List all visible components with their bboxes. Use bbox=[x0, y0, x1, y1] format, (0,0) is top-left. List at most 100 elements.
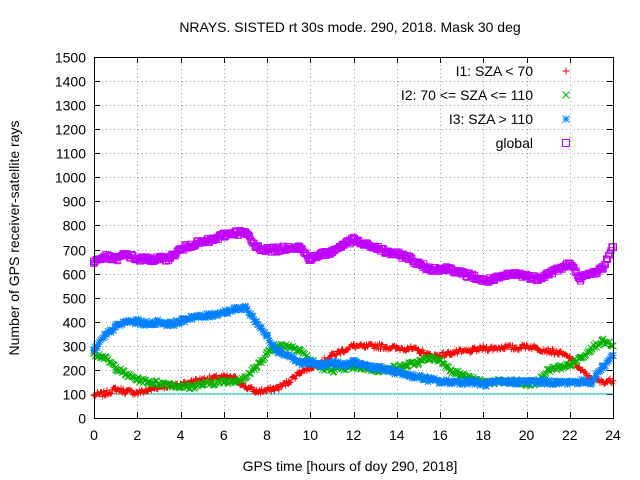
legend: I1: SZA < 70 I2: 70 <= SZA <= 110 I3: SZA … bbox=[401, 63, 570, 151]
series-1-point bbox=[122, 370, 131, 379]
y-tick-label: 1100 bbox=[56, 146, 86, 162]
legend-marker bbox=[562, 91, 570, 99]
series-2-point bbox=[403, 370, 412, 379]
series-1-point bbox=[176, 382, 185, 391]
series-3-point bbox=[598, 264, 607, 273]
series-1-point bbox=[219, 378, 228, 386]
series-0-point bbox=[523, 342, 530, 350]
plot-frame bbox=[94, 57, 614, 419]
series-1-point bbox=[457, 370, 466, 379]
series-1-sample bbox=[246, 370, 254, 378]
series-1-point bbox=[263, 349, 271, 357]
series-0-sample bbox=[138, 386, 145, 393]
series-0-sample bbox=[468, 348, 475, 355]
series-2-point bbox=[436, 378, 444, 386]
series-2-point bbox=[317, 361, 325, 369]
series-3-point bbox=[165, 253, 174, 262]
series-2-point bbox=[252, 317, 261, 326]
series-3-point bbox=[306, 255, 315, 264]
series-0-point bbox=[447, 349, 455, 357]
series-2-point bbox=[122, 317, 131, 326]
series-3-point bbox=[230, 228, 239, 237]
y-tick-label: 1200 bbox=[55, 122, 86, 138]
series-1-point bbox=[284, 341, 293, 350]
series-3-point bbox=[198, 238, 207, 247]
series-2-point bbox=[306, 358, 315, 367]
series-2-point bbox=[587, 378, 596, 386]
series-2-point bbox=[230, 305, 239, 314]
series-1-point bbox=[241, 373, 250, 381]
series-0-sample bbox=[517, 344, 524, 351]
series-2-point bbox=[241, 303, 250, 312]
series-3-point bbox=[490, 275, 499, 284]
x-axis-label: GPS time [hours of doy 290, 2018] bbox=[243, 458, 458, 474]
x-tick-label: 14 bbox=[389, 427, 405, 443]
series-0-sample bbox=[268, 388, 275, 395]
y-tick-label: 500 bbox=[63, 291, 87, 307]
series-0-point bbox=[544, 347, 552, 355]
series-2-point bbox=[209, 310, 217, 319]
series-0-point bbox=[112, 385, 120, 393]
series-2-point bbox=[273, 346, 282, 355]
series-2-point bbox=[155, 317, 163, 326]
series-1-point bbox=[133, 375, 142, 384]
series-2-point bbox=[187, 313, 196, 321]
series-3-sample bbox=[572, 267, 580, 275]
series-2-point bbox=[165, 320, 174, 328]
legend-label: global bbox=[496, 135, 533, 151]
series-0-sample bbox=[333, 351, 340, 358]
series-3-point bbox=[500, 272, 509, 281]
series-0-point bbox=[468, 347, 476, 355]
series-3-point bbox=[317, 250, 326, 259]
series-0-point bbox=[393, 344, 401, 352]
series-3-point bbox=[241, 228, 250, 237]
series-2-point bbox=[490, 379, 498, 387]
series-1-point bbox=[403, 361, 412, 369]
series-3-point bbox=[111, 255, 120, 264]
series-3-point bbox=[533, 274, 542, 283]
y-tick-label: 900 bbox=[63, 194, 87, 210]
series-1-sample bbox=[606, 338, 614, 346]
series-3-point bbox=[479, 276, 488, 285]
series-3-point bbox=[263, 245, 271, 254]
series-1-point bbox=[414, 358, 423, 367]
series-3-point bbox=[252, 243, 261, 252]
series-2-point bbox=[382, 366, 390, 374]
series-1-point bbox=[155, 379, 163, 387]
series-3-point bbox=[133, 255, 142, 264]
y-tick-label: 1400 bbox=[55, 74, 86, 90]
series-0-point bbox=[490, 344, 498, 352]
series-2-point bbox=[446, 378, 455, 386]
series-3-point bbox=[144, 255, 153, 264]
series-0-point bbox=[458, 348, 466, 356]
series-3-point bbox=[381, 247, 390, 256]
series-2-point bbox=[479, 380, 488, 389]
series-3-point bbox=[187, 240, 196, 249]
x-tick-label: 6 bbox=[220, 427, 228, 443]
x-tick-label: 4 bbox=[177, 427, 185, 443]
series-3-point bbox=[122, 250, 131, 259]
series-0-point bbox=[404, 344, 412, 352]
series-3-point bbox=[360, 240, 369, 249]
series-0-point bbox=[501, 343, 509, 351]
series-2-point bbox=[219, 308, 228, 316]
series-0-point bbox=[598, 378, 606, 386]
series-3-point bbox=[587, 269, 596, 278]
series-1-point bbox=[100, 353, 109, 362]
series-2-point bbox=[133, 317, 142, 326]
series-0-sample bbox=[127, 387, 134, 394]
y-axis-label: Number of GPS receiver-satellite rays bbox=[6, 121, 22, 356]
series-2-point bbox=[576, 378, 585, 386]
y-tick-label: 1000 bbox=[55, 170, 86, 186]
series-1-sample bbox=[607, 342, 615, 350]
series-3-point bbox=[100, 252, 109, 261]
series-1-point bbox=[425, 353, 434, 362]
series-2-point bbox=[263, 332, 271, 341]
series-2-point bbox=[555, 379, 563, 387]
x-tick-label: 20 bbox=[519, 427, 535, 443]
series-0-sample bbox=[271, 387, 278, 394]
legend-marker bbox=[562, 67, 570, 75]
series-0-point bbox=[371, 342, 379, 350]
y-tick-label: 100 bbox=[63, 387, 87, 403]
